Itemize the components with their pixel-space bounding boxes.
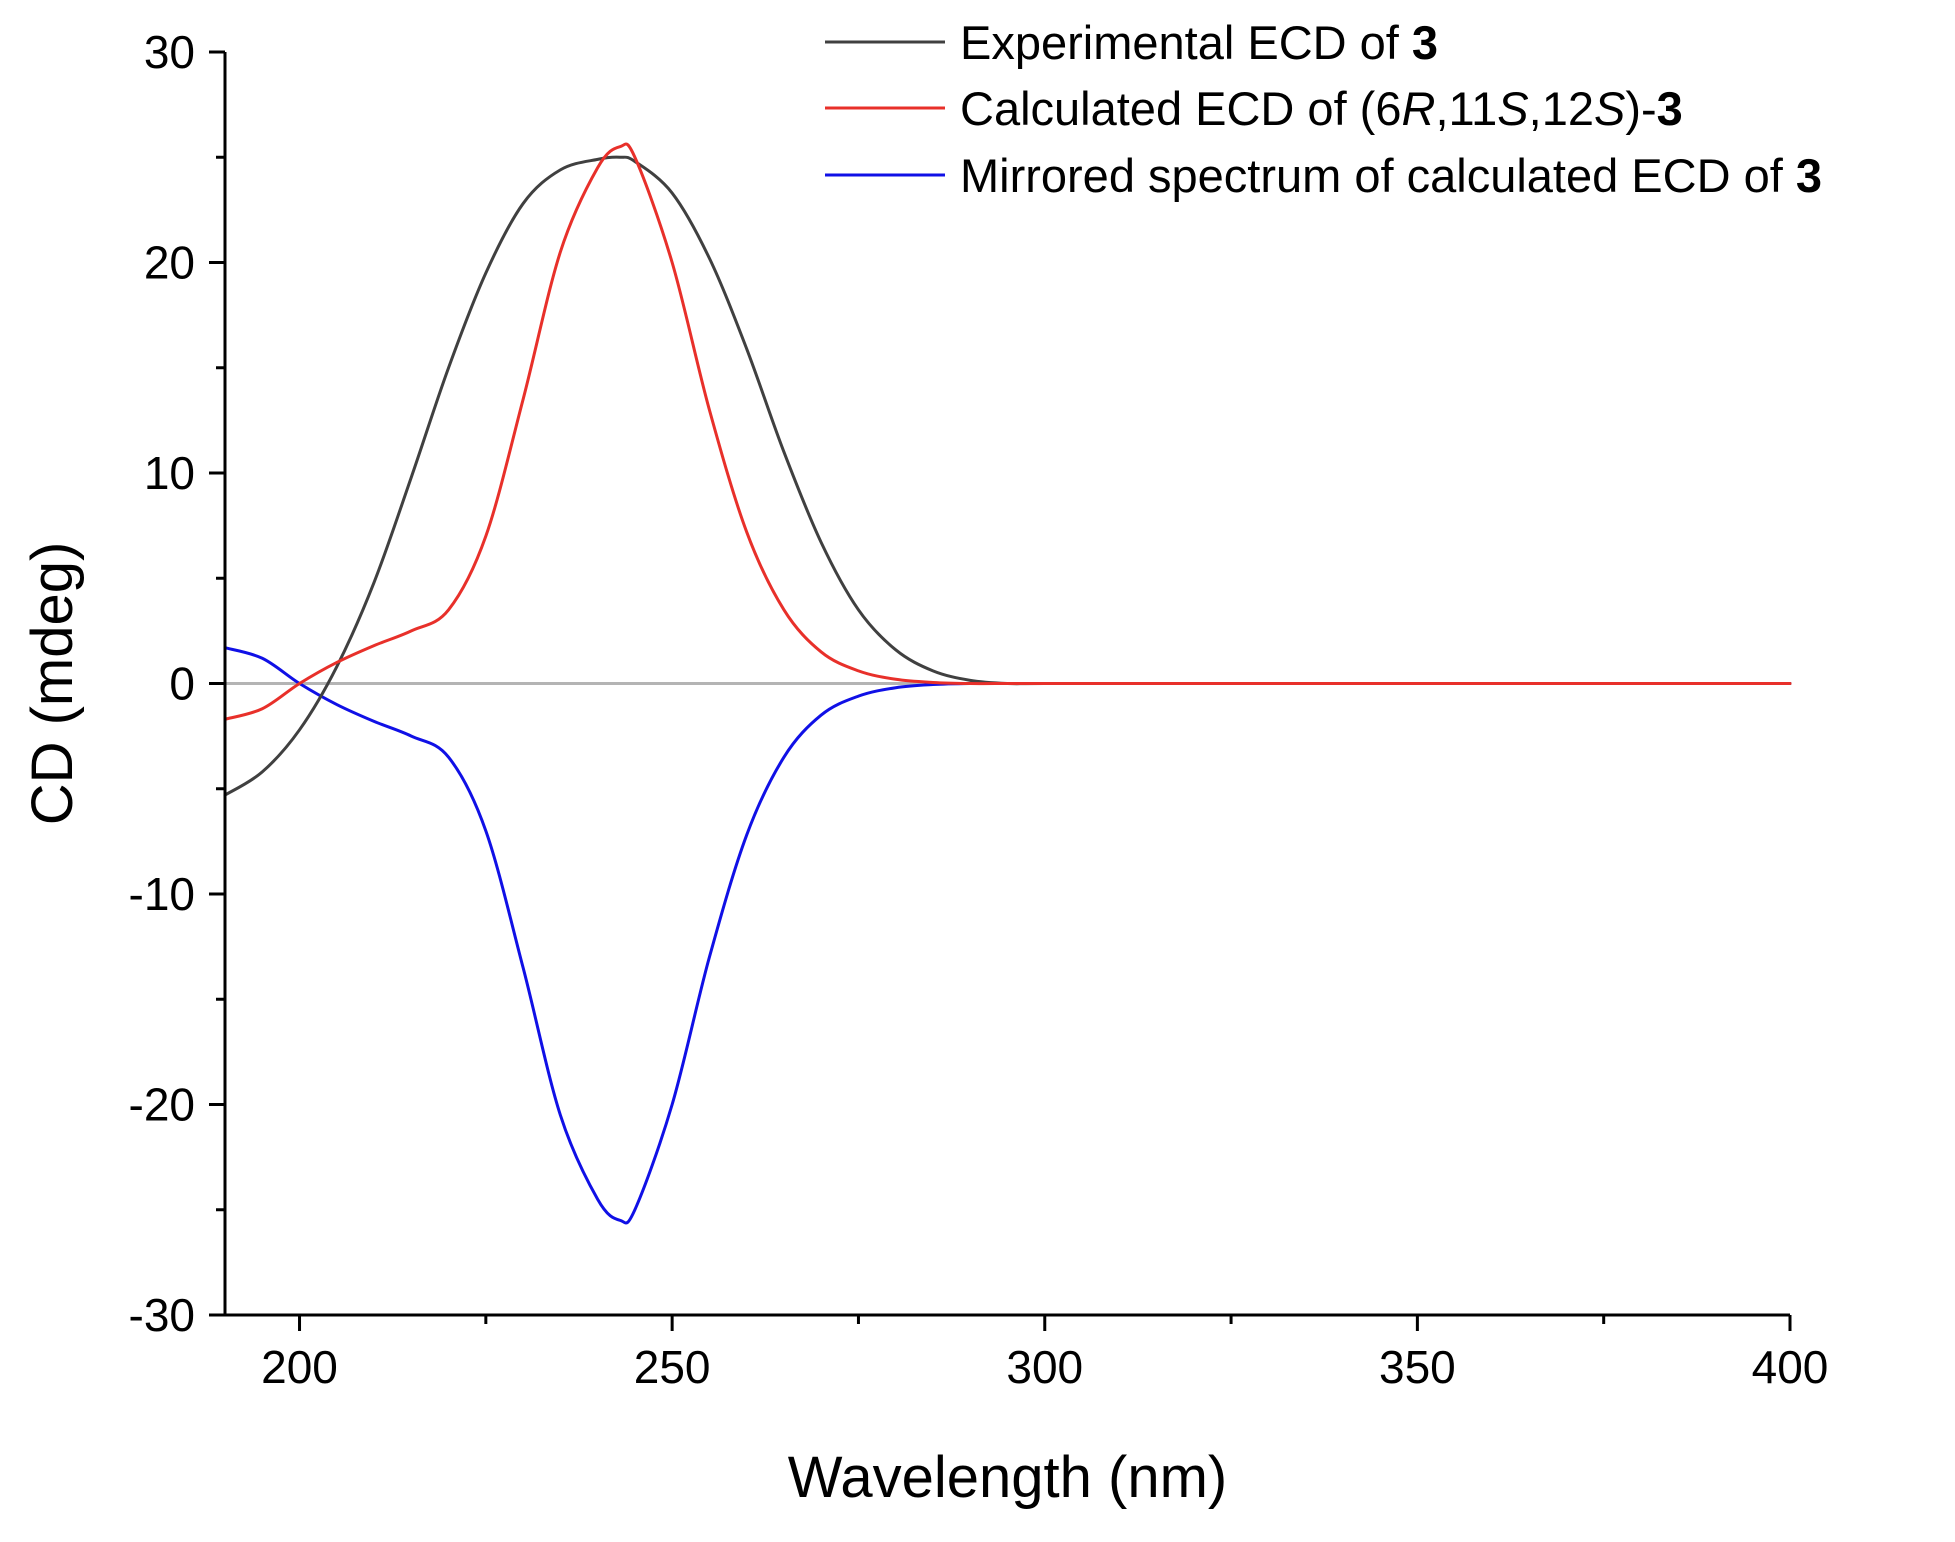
y-tick-label: 10: [144, 447, 195, 499]
y-tick-label: -30: [129, 1289, 195, 1341]
legend: Experimental ECD of 3 Calculated ECD of (…: [825, 16, 1822, 202]
x-tick-label: 200: [261, 1341, 338, 1393]
y-tick-label: 20: [144, 237, 195, 289]
legend-label-2: Calculated ECD of (6R,11S,12S)-3: [960, 82, 1683, 135]
x-axis-title: Wavelength (nm): [788, 1445, 1227, 1510]
y-tick-label: -20: [129, 1079, 195, 1131]
y-tick-label: 30: [144, 26, 195, 78]
legend-label-3: Mirrored spectrum of calculated ECD of 3: [960, 149, 1822, 202]
ticks: 200 250 300 350 400 -30 -20 -10 0 10 20 30: [129, 26, 1829, 1393]
x-tick-label: 400: [1752, 1341, 1829, 1393]
y-tick-label: 0: [169, 658, 195, 710]
legend-label-1: Experimental ECD of 3: [960, 16, 1438, 69]
x-tick-label: 250: [634, 1341, 711, 1393]
y-tick-label: -10: [129, 868, 195, 920]
x-tick-label: 300: [1006, 1341, 1083, 1393]
series-layer: [223, 142, 1792, 1225]
y-axis-title: CD (mdeg): [20, 542, 85, 826]
x-tick-label: 350: [1379, 1341, 1456, 1393]
series-line-2: [223, 142, 1792, 721]
